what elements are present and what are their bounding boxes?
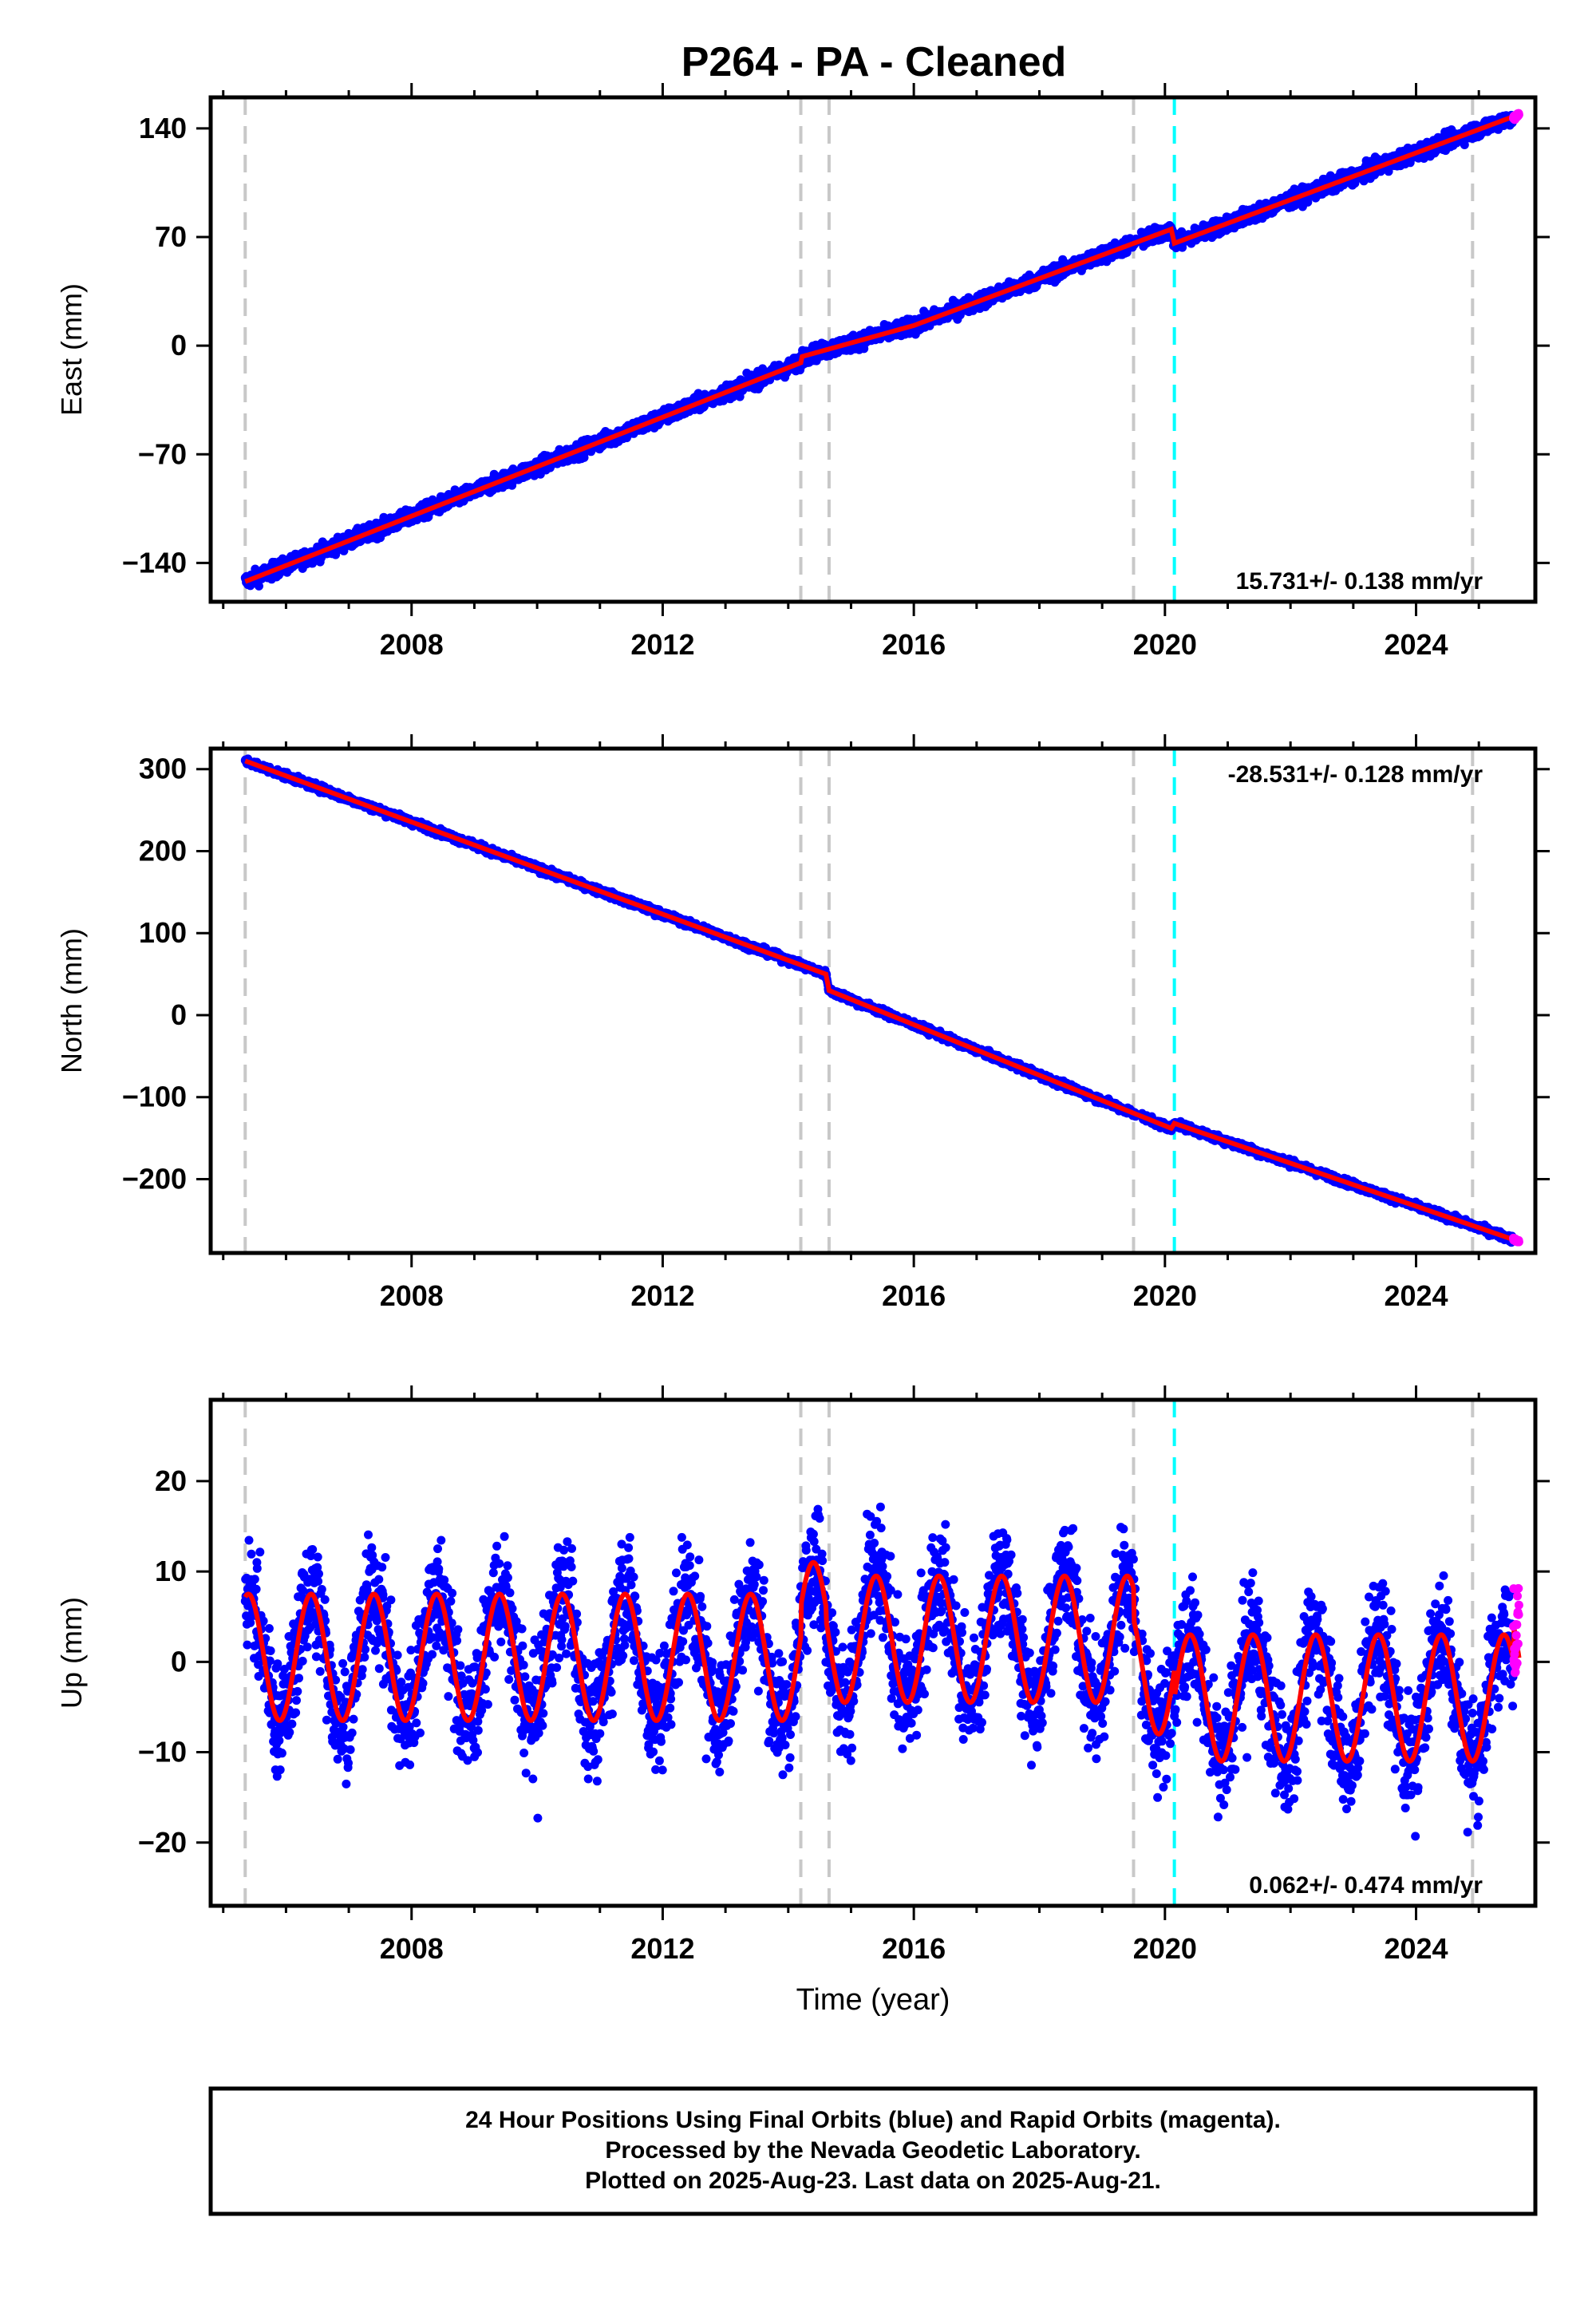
figure-title: P264 - PA - Cleaned <box>681 39 1067 85</box>
data-point-rapid <box>1514 110 1523 120</box>
rate-label: 15.731+/- 0.138 mm/yr <box>1236 568 1483 595</box>
x-tick-label: 2016 <box>882 628 946 661</box>
y-tick-label: 70 <box>155 220 187 253</box>
y-tick-label: −140 <box>122 546 187 579</box>
final-orbit-points <box>240 110 1518 591</box>
y-axis-label: East (mm) <box>55 283 88 416</box>
data-point <box>255 581 263 591</box>
x-tick-label: 2024 <box>1384 628 1448 661</box>
plot-area <box>240 97 1523 602</box>
east-panel: −140 −70 0 70 140 2008 2012 2016 2020 2024 East (m… <box>55 83 1550 661</box>
y-tick-label: −70 <box>138 437 187 470</box>
plot-area <box>240 749 1523 1253</box>
x-tick-label: 2020 <box>1133 628 1197 661</box>
x-tick-label: 2012 <box>630 628 694 661</box>
y-tick-label: 0 <box>171 329 187 362</box>
y-tick-label: 140 <box>139 112 187 144</box>
x-tick-label: 2008 <box>380 628 444 661</box>
